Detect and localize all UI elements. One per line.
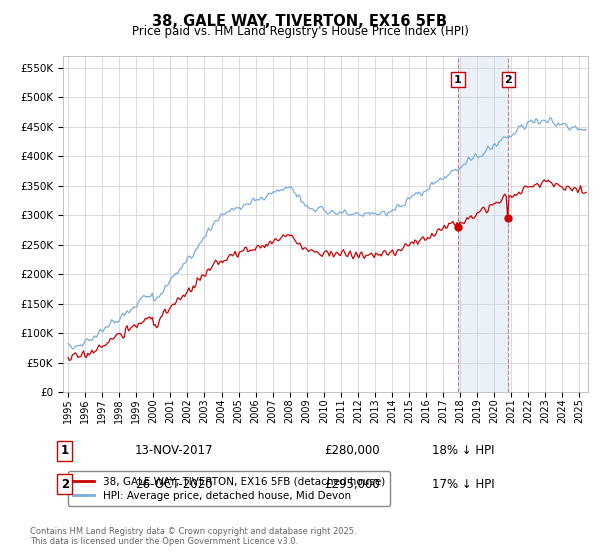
Legend: 38, GALE WAY, TIVERTON, EX16 5FB (detached house), HPI: Average price, detached : 38, GALE WAY, TIVERTON, EX16 5FB (detach…	[68, 471, 390, 506]
Text: 1: 1	[454, 74, 462, 85]
Text: Price paid vs. HM Land Registry's House Price Index (HPI): Price paid vs. HM Land Registry's House …	[131, 25, 469, 38]
Text: 2: 2	[505, 74, 512, 85]
Text: 38, GALE WAY, TIVERTON, EX16 5FB: 38, GALE WAY, TIVERTON, EX16 5FB	[152, 14, 448, 29]
Text: £280,000: £280,000	[324, 444, 380, 458]
Text: 18% ↓ HPI: 18% ↓ HPI	[432, 444, 494, 458]
Text: 13-NOV-2017: 13-NOV-2017	[135, 444, 214, 458]
Text: 17% ↓ HPI: 17% ↓ HPI	[432, 478, 494, 491]
Text: 1: 1	[61, 444, 69, 458]
Text: 2: 2	[61, 478, 69, 491]
Bar	[458, 56, 508, 392]
Text: £295,000: £295,000	[324, 478, 380, 491]
Text: 26-OCT-2020: 26-OCT-2020	[135, 478, 212, 491]
Text: Contains HM Land Registry data © Crown copyright and database right 2025.
This d: Contains HM Land Registry data © Crown c…	[30, 526, 356, 546]
